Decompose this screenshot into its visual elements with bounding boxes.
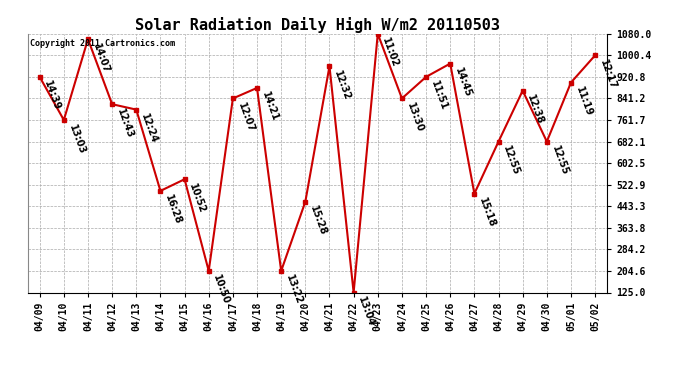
Text: 14:07: 14:07 [91, 42, 111, 75]
Text: 14:21: 14:21 [260, 91, 280, 123]
Text: 11:19: 11:19 [574, 85, 594, 118]
Text: 16:28: 16:28 [164, 194, 184, 226]
Text: 12:38: 12:38 [526, 93, 546, 126]
Text: 13:04: 13:04 [357, 295, 377, 328]
Text: 10:52: 10:52 [188, 182, 208, 214]
Text: 14:39: 14:39 [43, 80, 63, 112]
Text: 15:28: 15:28 [308, 204, 328, 237]
Text: 13:22: 13:22 [284, 274, 304, 306]
Text: 12:32: 12:32 [333, 69, 353, 102]
Text: 12:43: 12:43 [115, 107, 135, 140]
Text: 12:24: 12:24 [139, 112, 159, 145]
Text: Copyright 2011 Cartronics.com: Copyright 2011 Cartronics.com [30, 39, 175, 48]
Text: 11:02: 11:02 [381, 36, 401, 69]
Text: 11:51: 11:51 [429, 80, 449, 112]
Text: 15:18: 15:18 [477, 196, 497, 229]
Text: 12:55: 12:55 [550, 144, 570, 177]
Text: 12:17: 12:17 [598, 58, 618, 91]
Title: Solar Radiation Daily High W/m2 20110503: Solar Radiation Daily High W/m2 20110503 [135, 16, 500, 33]
Text: 13:30: 13:30 [405, 101, 425, 134]
Text: 14:45: 14:45 [453, 66, 473, 99]
Text: 10:50: 10:50 [212, 274, 232, 306]
Text: 12:55: 12:55 [502, 144, 522, 177]
Text: 13:03: 13:03 [67, 123, 87, 155]
Text: 12:07: 12:07 [236, 101, 256, 134]
